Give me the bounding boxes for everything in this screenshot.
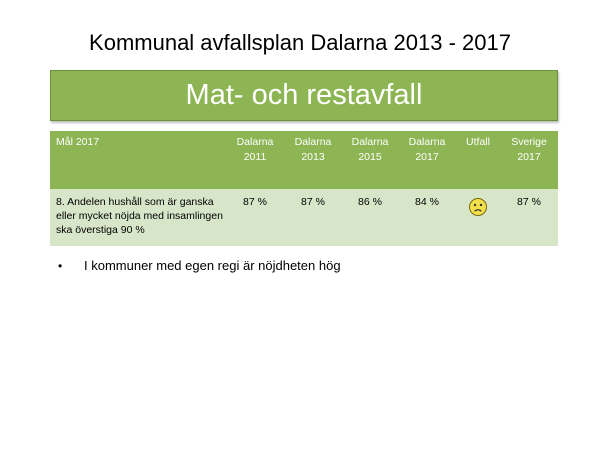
header-outcome: Utfall bbox=[466, 136, 490, 148]
bullet-dot: • bbox=[58, 259, 63, 273]
bullet-list: • I kommuner med egen regi är nöjdheten … bbox=[58, 258, 341, 273]
table-header-row: Mål 2017 Dalarna 2011 Dalarna 2013 Dalarna… bbox=[50, 131, 558, 189]
cell-dalarna-2017: 84 % bbox=[415, 196, 439, 208]
header-dalarna-2015: Dalarna 2015 bbox=[351, 136, 389, 163]
header-dalarna-2011: Dalarna 2011 bbox=[236, 136, 274, 163]
goal-table: Mål 2017 Dalarna 2011 Dalarna 2013 Dalarna… bbox=[50, 131, 558, 246]
cell-outcome bbox=[456, 189, 500, 246]
cell-dalarna-2013: 87 % bbox=[301, 196, 325, 208]
header-goal: Mål 2017 bbox=[56, 136, 100, 148]
cell-dalarna-2015: 86 % bbox=[358, 196, 382, 208]
cell-goal: 8. Andelen hushåll som är ganska eller m… bbox=[56, 196, 223, 236]
header-dalarna-2017: Dalarna 2017 bbox=[408, 136, 446, 163]
banner-label: Mat- och restavfall bbox=[185, 79, 423, 111]
section-banner: Mat- och restavfall bbox=[50, 70, 558, 121]
table-row: 8. Andelen hushåll som är ganska eller m… bbox=[50, 189, 558, 246]
cell-sverige-2017: 87 % bbox=[517, 196, 541, 208]
header-dalarna-2013: Dalarna 2013 bbox=[294, 136, 332, 163]
cell-dalarna-2011: 87 % bbox=[243, 196, 267, 208]
header-sverige-2017: Sverige 2017 bbox=[511, 136, 547, 163]
list-item: • I kommuner med egen regi är nöjdheten … bbox=[58, 258, 341, 273]
slide-title: Kommunal avfallsplan Dalarna 2013 - 2017 bbox=[89, 30, 511, 55]
bullet-text: I kommuner med egen regi är nöjdheten hö… bbox=[84, 258, 341, 273]
sad-face-icon bbox=[468, 197, 488, 221]
